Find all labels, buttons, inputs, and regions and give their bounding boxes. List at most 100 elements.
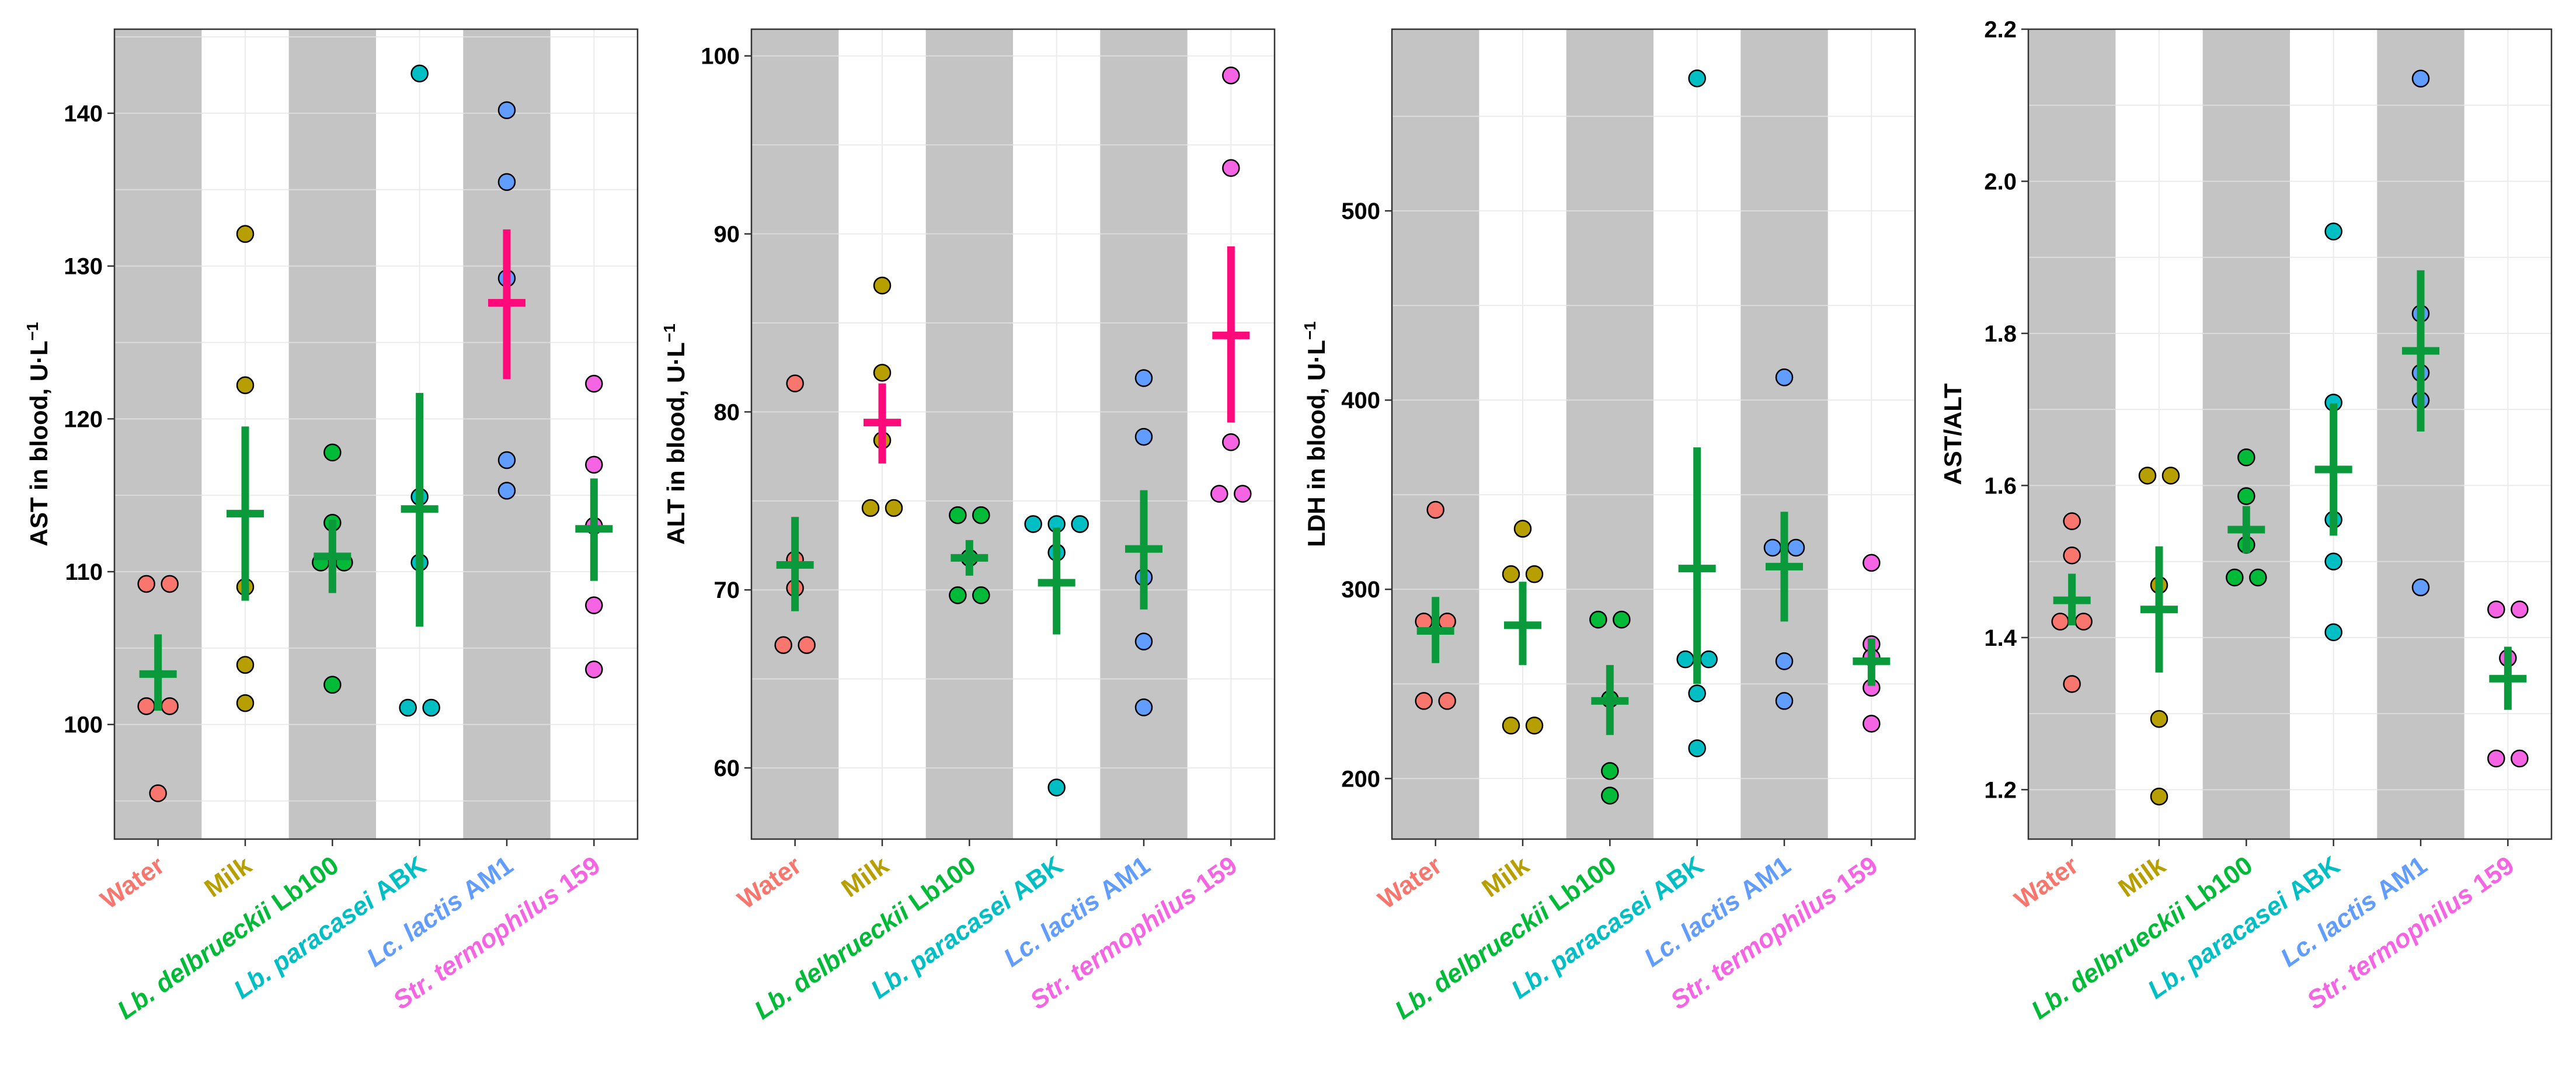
category-species: Lb. paracasei	[2143, 883, 2300, 1004]
y-tick-label: 2.2	[1984, 17, 2017, 43]
data-point	[1525, 716, 1544, 735]
y-axis-title: AST in blood, U·L−1	[23, 322, 53, 546]
data-point	[1589, 610, 1607, 629]
data-point	[1222, 67, 1240, 85]
data-point	[1763, 538, 1782, 557]
category-strain: Lb100	[1544, 851, 1621, 917]
x-category-label: Lc. lactis AM1	[2275, 851, 2432, 972]
data-point	[1863, 554, 1881, 572]
category-band	[288, 29, 376, 839]
category-band	[1740, 29, 1828, 839]
panel-border	[113, 28, 639, 840]
data-point	[1775, 368, 1794, 387]
data-point	[1134, 427, 1153, 446]
category-species: Lb. paracasei	[1506, 883, 1663, 1004]
y-tick-label: 130	[64, 254, 103, 280]
data-point	[2237, 487, 2255, 505]
x-category-label: Milk	[200, 851, 257, 903]
category-species: Lb. paracasei	[866, 883, 1023, 1004]
panel-border	[2027, 28, 2553, 840]
data-point	[1415, 692, 1433, 710]
data-point	[1071, 515, 1089, 533]
data-point	[1426, 500, 1444, 519]
data-point	[2511, 749, 2529, 768]
y-axis-title-superscript: −1	[660, 323, 678, 342]
y-tick-label: 100	[701, 44, 740, 69]
data-point	[1601, 787, 1619, 805]
category-band	[463, 29, 551, 839]
data-point	[2074, 613, 2093, 631]
data-point	[1502, 716, 1520, 735]
y-axis-title-main: AST/ALT	[1939, 383, 1966, 485]
data-point	[2063, 675, 2081, 693]
category-band	[1392, 29, 1480, 839]
data-point	[236, 694, 255, 712]
data-point	[1787, 538, 1805, 557]
data-point	[873, 276, 892, 295]
data-point	[1688, 69, 1706, 88]
data-point	[2063, 546, 2081, 565]
data-point	[497, 101, 516, 119]
data-point	[1676, 650, 1694, 669]
y-tick-label: 140	[64, 101, 103, 127]
data-point	[2249, 568, 2267, 587]
data-point	[1047, 778, 1066, 796]
x-category-label: Lc. lactis AM1	[1639, 851, 1795, 972]
y-tick-label: 60	[714, 756, 740, 781]
x-category-label: Milk	[2114, 851, 2171, 903]
data-point	[1134, 698, 1153, 716]
y-tick-label: 70	[714, 578, 740, 603]
category-band	[2377, 29, 2464, 839]
data-point	[236, 225, 255, 243]
data-point	[786, 374, 804, 392]
y-axis-title-superscript: −1	[1301, 321, 1319, 340]
data-point	[323, 443, 342, 462]
category-band	[2028, 29, 2116, 839]
data-point	[2051, 613, 2069, 631]
data-point	[2063, 512, 2081, 530]
x-category-label: Lc. lactis AM1	[998, 851, 1155, 972]
category-species: Lb. delbrueckii	[1390, 893, 1560, 1025]
data-point	[2411, 69, 2430, 88]
category-band	[751, 29, 839, 839]
data-point	[949, 586, 967, 604]
category-strain: Lb100	[267, 851, 344, 917]
y-tick-label: 200	[1341, 766, 1380, 792]
data-point	[1222, 433, 1240, 451]
y-axis-title: AST/ALT	[1939, 383, 1966, 485]
data-point	[1700, 650, 1718, 669]
data-point	[1601, 762, 1619, 780]
data-point	[236, 656, 255, 674]
category-species: Lb. delbrueckii	[749, 893, 920, 1025]
data-point	[497, 482, 516, 500]
data-point	[1234, 485, 1252, 503]
panel-border	[1391, 28, 1916, 840]
data-point	[972, 506, 990, 524]
data-point	[137, 575, 155, 593]
data-point	[149, 784, 167, 802]
y-axis-title-superscript: −1	[23, 322, 41, 340]
data-point	[798, 636, 816, 654]
data-point	[2226, 568, 2244, 587]
x-category-label: Milk	[1477, 851, 1535, 903]
data-point	[137, 697, 155, 715]
data-point	[1513, 520, 1532, 538]
data-point	[2150, 787, 2168, 806]
data-point	[774, 636, 792, 654]
data-point	[885, 499, 903, 517]
data-point	[399, 698, 417, 717]
data-point	[1024, 515, 1042, 533]
data-point	[1613, 610, 1631, 629]
panel-ast: 100 110 120 130 140 AST in blood, U·L−1 Water M…	[23, 28, 639, 1025]
data-point	[585, 660, 603, 679]
category-species: Lb. delbrueckii	[2026, 893, 2196, 1025]
data-point	[1688, 739, 1706, 757]
data-point	[497, 451, 516, 469]
data-point	[1525, 565, 1544, 583]
data-point	[1775, 652, 1794, 670]
data-point	[2237, 448, 2255, 467]
data-point	[1502, 565, 1520, 583]
y-axis-title: ALT in blood, U·L−1	[660, 323, 690, 545]
data-point	[323, 676, 342, 694]
data-point	[949, 506, 967, 524]
